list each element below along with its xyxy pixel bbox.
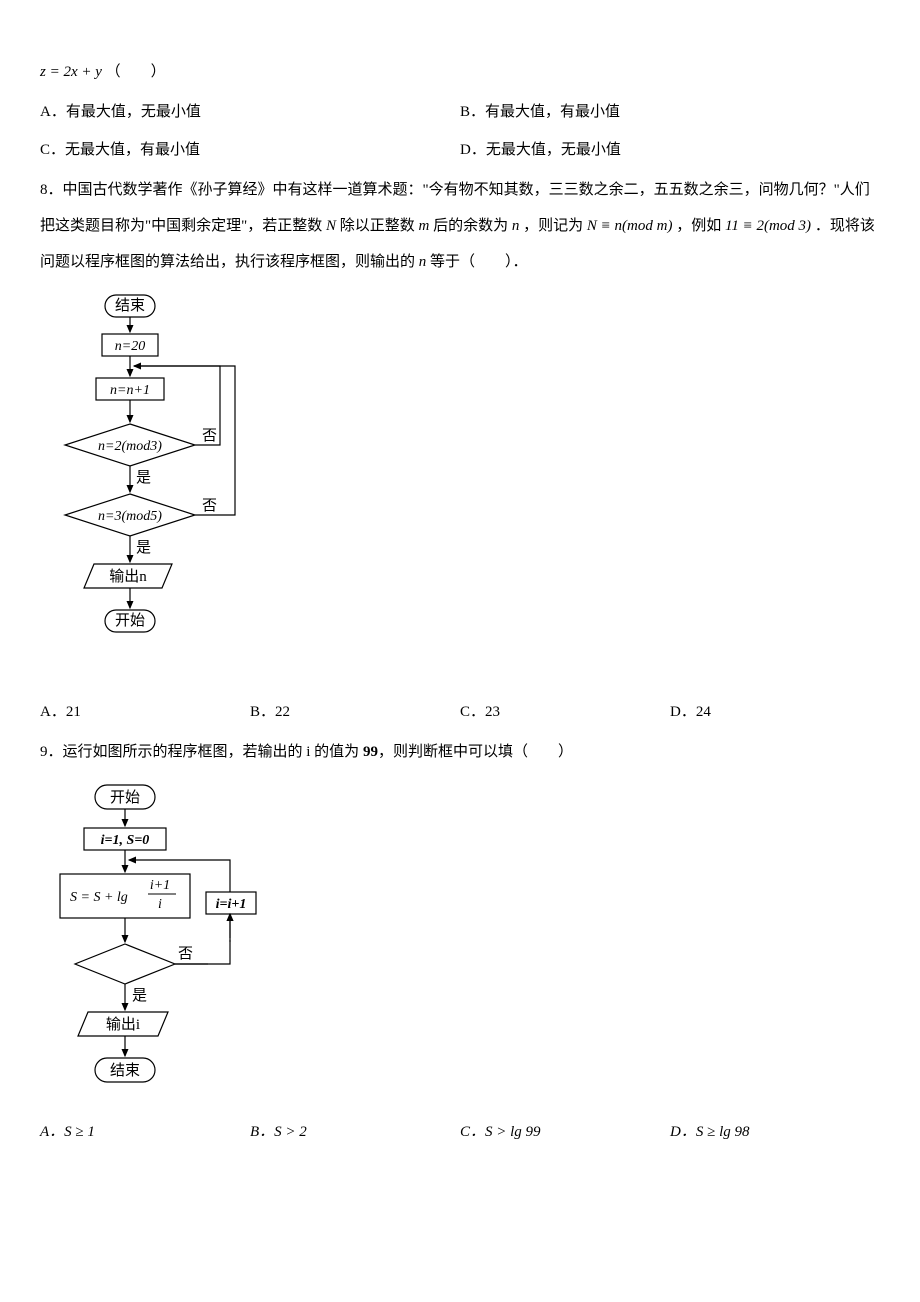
q8-opt-c: C．23	[460, 694, 670, 730]
q9-t1: 运行如图所示的程序框图，若输出的 i 的值为	[63, 744, 363, 760]
svg-text:i+1: i+1	[150, 878, 170, 893]
q9-text: 9．运行如图所示的程序框图，若输出的 i 的值为 99，则判断框中可以填（ ）	[40, 734, 880, 770]
svg-text:n=2(mod3): n=2(mod3)	[98, 439, 162, 454]
q9-opt-b: B．S > 2	[250, 1114, 460, 1150]
q8-eq2: 11 ≡ 2(mod 3)	[725, 218, 811, 234]
q8-opt-a: A．21	[40, 694, 250, 730]
q7-options-row1: A．有最大值，无最小值 B．有最大值，有最小值	[40, 94, 880, 130]
q7-paren: （ ）	[106, 64, 166, 80]
svg-text:i=1, S=0: i=1, S=0	[101, 833, 150, 848]
q8-options: A．21 B．22 C．23 D．24	[40, 694, 880, 730]
svg-text:输出n: 输出n	[109, 568, 147, 585]
q9-opt-a: A．S ≥ 1	[40, 1114, 250, 1150]
q9-num: 9．	[40, 744, 63, 760]
q8-N: N	[326, 218, 336, 234]
svg-text:结束: 结束	[115, 297, 145, 314]
svg-text:否: 否	[202, 498, 217, 514]
svg-text:开始: 开始	[110, 789, 140, 806]
q8-t7: 等于（ ）．	[426, 254, 527, 270]
q8-t3: 后的余数为	[429, 218, 512, 234]
q8-t4: ，则记为	[519, 218, 587, 234]
q7-opt-d: D．无最大值，无最小值	[460, 132, 880, 168]
q8-flowchart: 结束 n=20 n=n+1 n=2(mod3) 否 是 n=3(mod5) 否 …	[50, 290, 880, 690]
q9-options: A．S ≥ 1 B．S > 2 C．S > lg 99 D．S ≥ lg 98	[40, 1114, 880, 1150]
svg-text:结束: 结束	[110, 1062, 140, 1079]
q8-t2: 除以正整数	[336, 218, 419, 234]
q9-t2: ，则判断框中可以填（ ）	[378, 744, 573, 760]
q8-text: 8．中国古代数学著作《孙子算经》中有这样一道算术题："今有物不知其数，三三数之余…	[40, 172, 880, 280]
q8-num: 8．	[40, 182, 63, 198]
q7-opt-a: A．有最大值，无最小值	[40, 94, 460, 130]
q7-opt-b: B．有最大值，有最小值	[460, 94, 880, 130]
q8-m: m	[419, 218, 430, 234]
svg-text:是: 是	[136, 470, 151, 486]
q7-formula: z = 2x + y	[40, 64, 102, 80]
svg-text:n=3(mod5): n=3(mod5)	[98, 509, 162, 524]
q7-opt-c: C．无最大值，有最小值	[40, 132, 460, 168]
svg-text:否: 否	[202, 428, 217, 444]
svg-text:是: 是	[132, 988, 147, 1004]
q8-eq1: N ≡ n(mod m)	[587, 218, 673, 234]
svg-text:n=n+1: n=n+1	[110, 383, 150, 398]
svg-text:i: i	[158, 897, 162, 912]
q9-flowchart: 开始 i=1, S=0 S = S + lg i+1 i 否 i=i+1 是 输…	[50, 780, 880, 1110]
svg-text:i=i+1: i=i+1	[216, 897, 247, 912]
q7-options-row2: C．无最大值，有最小值 D．无最大值，无最小值	[40, 132, 880, 168]
svg-text:否: 否	[178, 946, 193, 962]
svg-text:开始: 开始	[115, 612, 145, 629]
svg-text:输出i: 输出i	[106, 1016, 140, 1033]
q9-opt-d: D．S ≥ lg 98	[670, 1114, 880, 1150]
svg-text:是: 是	[136, 540, 151, 556]
svg-text:S = S + lg: S = S + lg	[70, 890, 128, 905]
q8-t5: ，例如	[672, 218, 725, 234]
q7-formula-line: z = 2x + y （ ）	[40, 54, 880, 90]
q9-val99: 99	[363, 744, 378, 760]
svg-text:n=20: n=20	[115, 339, 145, 354]
q9-opt-c: C．S > lg 99	[460, 1114, 670, 1150]
q8-opt-b: B．22	[250, 694, 460, 730]
q8-opt-d: D．24	[670, 694, 880, 730]
